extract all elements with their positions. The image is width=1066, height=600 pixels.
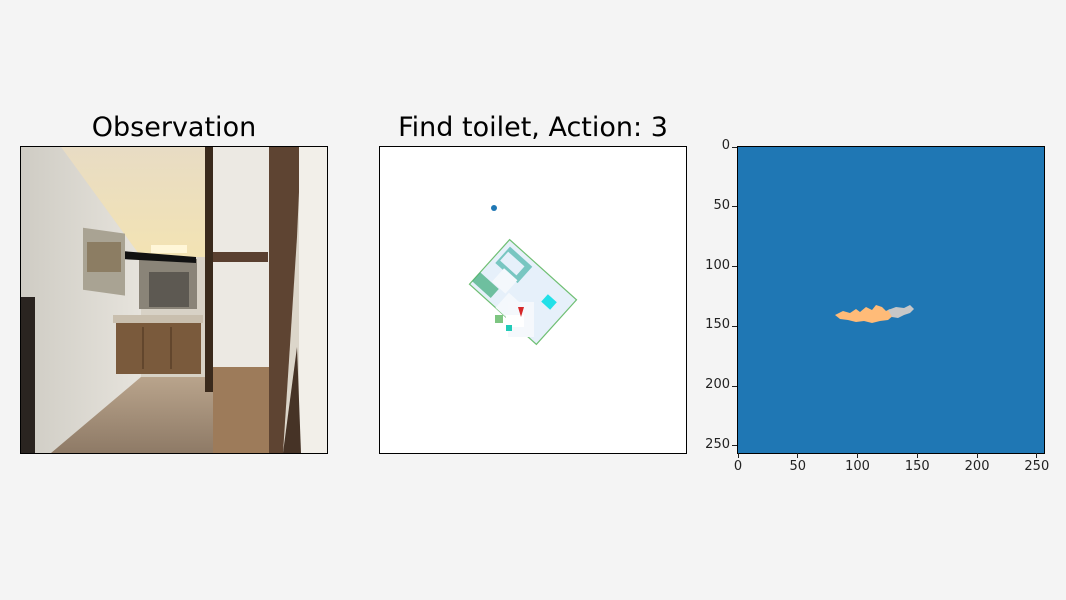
y-tick-label: 50 [713, 197, 730, 213]
goal-marker-icon [491, 205, 497, 211]
x-tick-mark [1036, 453, 1038, 458]
y-tick-mark [732, 325, 737, 327]
observation-title: Observation [91, 112, 257, 143]
hallway-scene [21, 147, 327, 453]
x-tick-label: 50 [789, 459, 807, 474]
top-down-map [379, 146, 687, 454]
y-tick-label: 150 [705, 317, 730, 333]
y-tick-label: 100 [705, 257, 730, 273]
x-tick-mark [737, 453, 739, 458]
agent-marker-icon [518, 307, 524, 317]
x-tick-mark [976, 453, 978, 458]
y-tick-label: 200 [705, 377, 730, 393]
x-tick-label: 100 [845, 459, 870, 474]
map-canvas [468, 205, 578, 346]
x-tick-label: 150 [904, 459, 930, 474]
y-tick-mark [732, 206, 737, 208]
x-tick-label: 250 [1024, 459, 1050, 474]
y-tick-mark [732, 266, 737, 268]
y-tick-mark [732, 385, 737, 387]
y-tick-label: 250 [705, 436, 730, 452]
semantic-canvas [835, 305, 914, 323]
y-tick-label: 0 [721, 138, 730, 153]
map-title: Find toilet, Action: 3 [398, 112, 668, 143]
semantic-blob-gray [888, 305, 914, 318]
y-tick-mark [732, 146, 737, 148]
observation-image [20, 146, 328, 454]
semantic-blob-orange [835, 305, 894, 323]
x-tick-mark [797, 453, 799, 458]
y-tick-mark [732, 445, 737, 447]
semantic-map: 0 50 100 150 200 250 0 50 100 150 200 250 [705, 138, 1049, 474]
x-tick-mark [857, 453, 859, 458]
x-tick-label: 200 [964, 459, 990, 474]
x-tick-mark [916, 453, 918, 458]
x-tick-label: 0 [733, 459, 743, 474]
